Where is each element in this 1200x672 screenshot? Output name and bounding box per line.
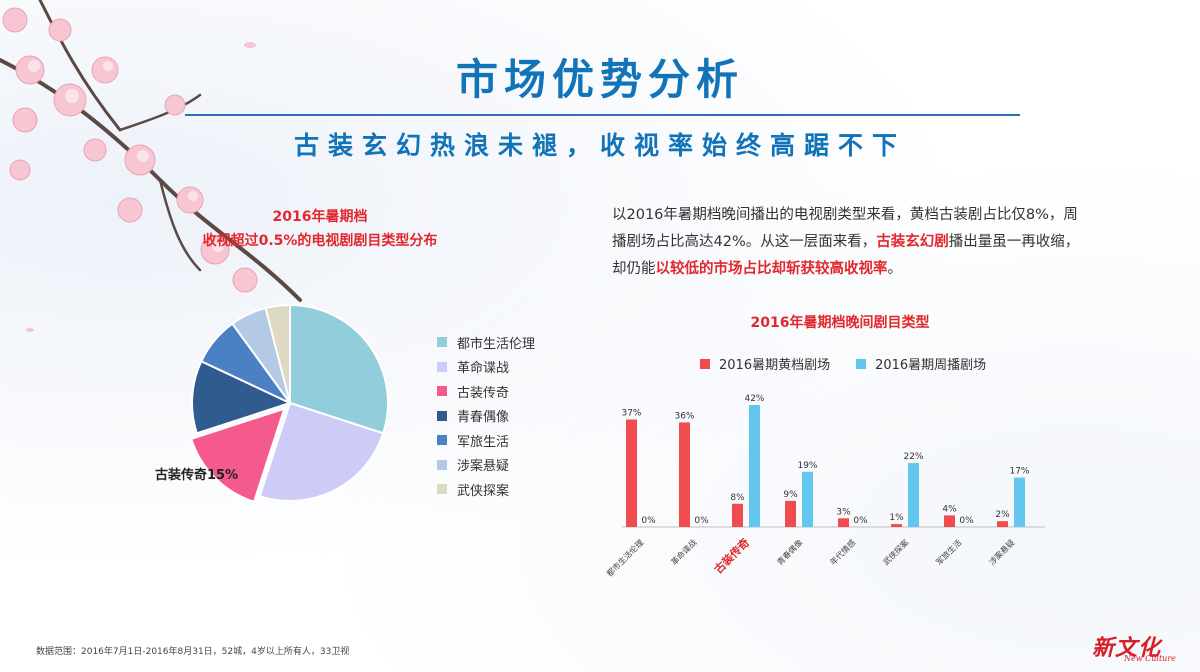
title-divider <box>185 114 1020 116</box>
legend-swatch <box>437 361 447 372</box>
legend-label: 涉案悬疑 <box>457 459 510 475</box>
cherry-blossom-decoration <box>0 0 305 333</box>
paragraph-text-1: 以2016年暑期档晚间播出的电视剧类型来看，黄档古装剧占比仅8%，周播剧场占比高… <box>612 207 1078 250</box>
data-source-note: 数据范围：2016年7月1日-2016年8月31日，52城，4岁以上所有人，33… <box>36 647 350 657</box>
paragraph-text-3: 。 <box>887 261 903 277</box>
bar-value-label: 1% <box>889 513 904 523</box>
legend-swatch <box>437 337 447 348</box>
pie-legend-entry: 革命谍战 <box>437 355 535 380</box>
pie-legend-entry: 古装传奇 <box>437 379 535 404</box>
legend-label: 青春偶像 <box>457 410 510 426</box>
legend-swatch <box>700 358 710 369</box>
pie-legend-entry: 涉案悬疑 <box>437 453 535 478</box>
pie-title-line2: 收视超过0.5%的电视剧剧目类型分布 <box>202 233 438 249</box>
bar-weekly-7 <box>1014 477 1025 527</box>
bar-prime-2 <box>732 503 743 527</box>
pie-slice-item-3 <box>191 359 293 435</box>
logo-chinese: 新文化 <box>1092 635 1162 661</box>
pie-slice-item-2 <box>189 407 286 504</box>
bar-prime-0 <box>626 419 637 527</box>
pie-chart-title: 2016年暑期档 收视超过0.5%的电视剧剧目类型分布 <box>180 205 460 253</box>
bar-value-label: 37% <box>621 409 641 419</box>
category-label: 年代情感 <box>828 537 858 567</box>
logo-english: New Culture <box>1124 654 1176 663</box>
legend-label: 都市生活伦理 <box>457 336 536 352</box>
category-label: 都市生活伦理 <box>604 537 645 578</box>
bar-value-label: 17% <box>1009 467 1029 477</box>
bar-chart-title: 2016年暑期档晚间剧目类型 <box>750 315 930 331</box>
bar-prime-5 <box>891 524 902 527</box>
bar-weekly-5 <box>908 463 919 527</box>
bar-value-label: 0% <box>853 516 868 526</box>
legend-swatch <box>437 386 447 397</box>
legend-label: 革命谍战 <box>457 361 510 377</box>
bar-value-label: 0% <box>694 516 709 526</box>
bar-weekly-2 <box>749 405 760 527</box>
paragraph-highlight-1: 古装玄幻剧 <box>876 234 949 250</box>
paragraph-text-2: 播出量虽一再收缩，却仍能 <box>612 234 1080 277</box>
bar-value-label: 4% <box>942 504 957 514</box>
legend-swatch <box>437 410 447 421</box>
legend-label: 武侠探案 <box>457 483 510 499</box>
legend-label: 军旅生活 <box>457 434 510 450</box>
category-label: 涉案悬疑 <box>987 537 1017 567</box>
legend-label: 古装传奇 <box>457 385 510 401</box>
category-label: 革命谍战 <box>669 537 699 567</box>
paragraph-highlight-2: 以较低的市场占比却斩获较高收视率 <box>655 261 888 277</box>
bar-prime-3 <box>785 500 796 527</box>
bar-value-label: 22% <box>903 452 923 462</box>
category-label: 武侠探案 <box>881 537 911 567</box>
legend-swatch <box>437 435 447 446</box>
bar-value-label: 42% <box>744 394 764 404</box>
pie-slice-item-6 <box>264 303 291 404</box>
bar-prime-7 <box>997 521 1008 527</box>
bar-prime-1 <box>679 422 690 527</box>
bar-legend-entry: 2016暑期黄档剧场 <box>700 354 830 373</box>
bar-value-label: 3% <box>836 507 851 517</box>
analysis-paragraph: 以2016年暑期档晚间播出的电视剧类型来看，黄档古装剧占比仅8%，周播剧场占比高… <box>612 202 1092 283</box>
legend-swatch <box>437 484 447 495</box>
bar-value-label: 8% <box>730 493 745 503</box>
legend-swatch <box>856 358 867 369</box>
bar-weekly-3 <box>802 471 813 527</box>
pie-callout-label: 古装传奇15% <box>155 467 238 483</box>
pie-legend: 都市生活伦理 革命谍战古装传奇青春偶像军旅生活涉案悬疑武侠探案 <box>437 330 535 502</box>
new-culture-logo: 新文化 New Culture <box>1092 630 1192 664</box>
pie-slice-item-0 <box>289 303 389 435</box>
bar-legend: 2016暑期黄档剧场 2016暑期周播剧场 <box>700 354 1012 373</box>
pie-legend-entry: 武侠探案 <box>437 477 535 502</box>
bar-prime-6 <box>944 515 955 527</box>
pie-legend-entry: 都市生活伦理 <box>437 330 535 355</box>
pie-legend-entry: 军旅生活 <box>437 428 535 453</box>
legend-label: 2016暑期周播剧场 <box>875 358 987 373</box>
page-title: 市场优势分析 <box>455 55 744 104</box>
bar-value-label: 2% <box>995 510 1010 520</box>
bar-value-label: 9% <box>783 490 798 500</box>
bar-legend-entry: 2016暑期周播剧场 <box>856 354 986 373</box>
pie-slice-item-1 <box>258 401 385 502</box>
page-subtitle: 古装玄幻热浪未褪，收视率始终高踞不下 <box>293 131 906 160</box>
category-label: 青春偶像 <box>775 537 805 567</box>
bar-value-label: 0% <box>641 516 656 526</box>
bar-value-label: 19% <box>797 461 817 471</box>
pie-legend-entry: 青春偶像 <box>437 404 535 429</box>
category-label: 古装传奇 <box>711 535 752 576</box>
bar-value-label: 36% <box>674 411 694 421</box>
bar-value-label: 0% <box>959 516 974 526</box>
legend-swatch <box>437 459 447 470</box>
pie-title-line1: 2016年暑期档 <box>272 209 368 225</box>
bar-prime-4 <box>838 518 849 527</box>
legend-label: 2016暑期黄档剧场 <box>719 358 831 373</box>
category-label: 军旅生活 <box>934 537 964 567</box>
